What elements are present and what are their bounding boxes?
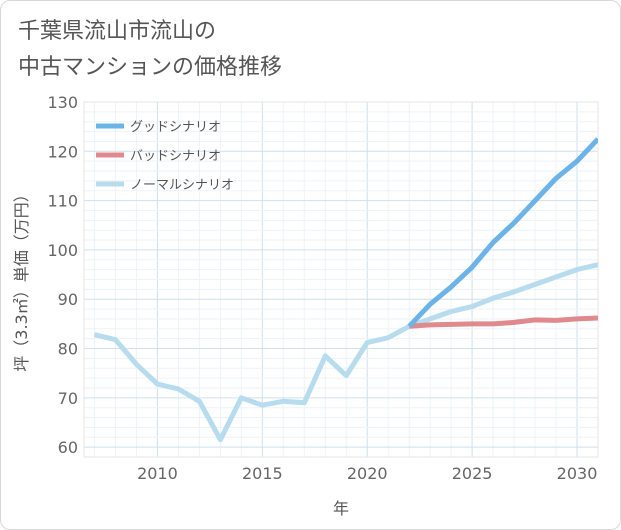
x-tick-label: 2015: [242, 464, 283, 483]
x-axis-ticks: 2010 2015 2020 2025 2030: [137, 464, 597, 483]
chart-title: 千葉県流山市流山の 中古マンションの価格推移: [18, 14, 282, 86]
series-line-bad: [409, 315, 598, 329]
series-line-good: [407, 137, 598, 329]
series-line-normal: [93, 262, 598, 443]
y-tick-label: 70: [58, 389, 78, 408]
series-layer: [93, 137, 598, 443]
x-tick-label: 2020: [347, 464, 388, 483]
chart-title-line-1: 千葉県流山市流山の: [18, 19, 217, 44]
y-tick-label: 100: [47, 241, 78, 260]
x-tick-label: 2025: [452, 464, 493, 483]
legend-label-normal: ノーマルシナリオ: [130, 178, 234, 193]
legend-label-good: グッドシナリオ: [130, 120, 221, 135]
legend-label-bad: バッドシナリオ: [130, 149, 221, 164]
y-tick-label: 90: [58, 290, 78, 309]
x-tick-label: 2030: [557, 464, 598, 483]
y-tick-label: 120: [47, 142, 78, 161]
y-tick-label: 130: [47, 93, 78, 112]
y-axis-ticks: 60 70 80 90 100 110 120 130: [47, 93, 78, 457]
plot-frame: [83, 101, 599, 458]
grid: [84, 101, 599, 458]
y-axis-title: 坪（3.3㎡）単価（万円）: [12, 186, 31, 371]
chart-title-line-2: 中古マンションの価格推移: [18, 55, 283, 80]
y-tick-label: 80: [58, 340, 78, 359]
x-tick-label: 2010: [137, 464, 178, 483]
x-axis-title: 年: [333, 499, 349, 518]
y-tick-label: 60: [58, 438, 78, 457]
y-tick-label: 110: [47, 192, 78, 211]
